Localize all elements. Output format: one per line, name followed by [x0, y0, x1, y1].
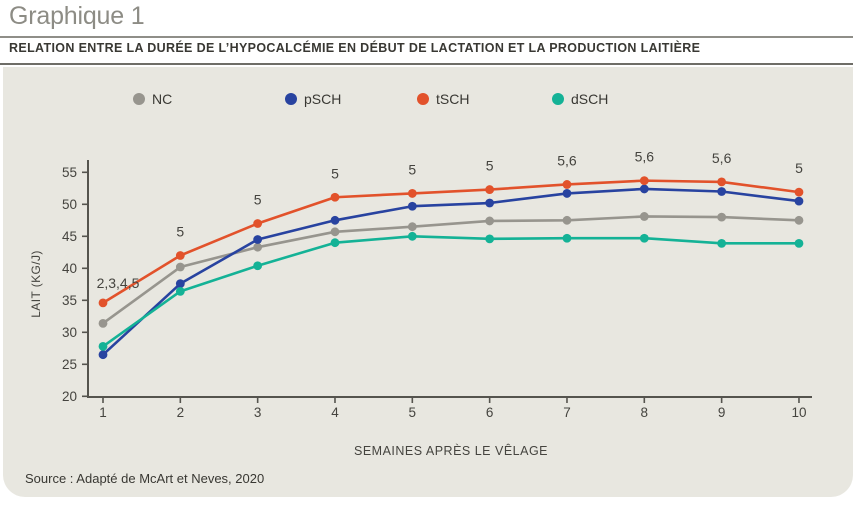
- data-point-nc: [794, 215, 804, 225]
- series-line-tsch: [102, 179, 800, 304]
- x-tick-label: 3: [254, 405, 262, 420]
- data-point-psch: [330, 215, 340, 225]
- y-tick-label: 25: [62, 357, 77, 372]
- data-point-dsch: [407, 231, 417, 241]
- y-tick-label: 55: [62, 165, 77, 180]
- data-point-tsch: [717, 177, 727, 187]
- data-point-psch: [407, 201, 417, 211]
- data-point-dsch: [175, 286, 185, 296]
- data-point-nc: [330, 227, 340, 237]
- page-title: Graphique 1: [9, 2, 145, 30]
- data-point-tsch: [407, 189, 417, 198]
- data-point-nc: [717, 212, 727, 222]
- data-point-nc: [485, 216, 495, 226]
- significance-annotation: 5: [254, 192, 262, 208]
- legend-label: NC: [152, 91, 173, 107]
- significance-annotation: 5: [795, 160, 803, 176]
- data-point-dsch: [330, 238, 340, 248]
- data-point-dsch: [485, 234, 495, 244]
- data-point-nc: [253, 242, 263, 252]
- data-point-dsch: [562, 233, 572, 243]
- data-point-tsch: [175, 251, 185, 260]
- x-tick-label: 1: [99, 405, 107, 420]
- data-point-psch: [639, 184, 649, 194]
- x-tick-label: 6: [486, 405, 494, 420]
- significance-annotation: 5: [408, 161, 416, 177]
- data-point-psch: [485, 198, 495, 208]
- data-point-psch: [253, 235, 263, 244]
- legend-item-nc: NC: [133, 91, 172, 107]
- x-tick-label: 8: [641, 405, 649, 420]
- data-point-dsch: [98, 341, 108, 351]
- x-tick-label: 7: [563, 405, 571, 420]
- data-point-nc: [639, 212, 649, 221]
- x-tick-label: 5: [409, 405, 417, 420]
- x-tick-label: 2: [177, 405, 185, 420]
- legend-dot-nc: [133, 93, 145, 105]
- significance-annotation: 2,3,4,5: [97, 275, 140, 291]
- subtitle-divider: [0, 63, 853, 65]
- data-point-dsch: [717, 238, 727, 248]
- legend-label: dSCH: [571, 91, 609, 107]
- data-point-nc: [98, 318, 108, 328]
- series-line-psch: [102, 187, 800, 356]
- data-point-psch: [562, 189, 572, 198]
- data-point-nc: [407, 222, 417, 232]
- data-point-nc: [562, 215, 572, 225]
- data-point-dsch: [639, 233, 649, 243]
- x-tick-label: 10: [791, 405, 806, 420]
- legend-dot-dsch: [552, 93, 564, 105]
- y-tick-label: 50: [62, 197, 77, 212]
- y-axis-title: LAIT (KG/J): [29, 250, 43, 318]
- legend-item-psch: pSCH: [285, 91, 341, 107]
- y-tick-label: 40: [62, 261, 77, 276]
- significance-annotation: 5,6: [635, 149, 655, 165]
- legend-label: tSCH: [436, 91, 470, 107]
- data-point-dsch: [253, 261, 263, 271]
- significance-annotation: 5: [176, 224, 184, 240]
- legend-item-tsch: tSCH: [417, 91, 469, 107]
- data-point-psch: [717, 187, 727, 196]
- x-axis-title: SEMAINES APRÈS LE VÊLAGE: [353, 444, 549, 458]
- x-tick-label: 4: [331, 405, 339, 420]
- significance-annotation: 5,6: [712, 150, 732, 166]
- y-tick-label: 35: [62, 293, 77, 308]
- data-point-dsch: [794, 238, 804, 248]
- legend-dot-tsch: [417, 93, 429, 105]
- y-tick-label: 45: [62, 229, 77, 244]
- chart-panel: NC pSCH tSCH dSCH 20 25 30 35 40 45 50 55 1 2 3 4 5 6 7 8 9…: [3, 67, 853, 497]
- data-point-tsch: [330, 192, 340, 202]
- source-note: Source : Adapté de McArt et Neves, 2020: [25, 471, 265, 486]
- data-point-tsch: [485, 185, 495, 194]
- y-tick-label: 20: [62, 389, 77, 404]
- x-tick-label: 9: [718, 405, 726, 420]
- data-point-psch: [794, 196, 804, 206]
- title-divider: [0, 36, 853, 38]
- data-point-tsch: [98, 298, 108, 308]
- legend-dot-psch: [285, 93, 297, 105]
- chart-subtitle: RELATION ENTRE LA DURÉE DE L’HYPOCALCÉMI…: [9, 41, 701, 55]
- data-point-tsch: [253, 219, 263, 228]
- data-point-tsch: [562, 180, 572, 189]
- data-point-psch: [175, 279, 185, 289]
- significance-annotation: 5,6: [557, 152, 577, 168]
- significance-annotation: 5: [331, 165, 339, 181]
- series-line-dsch: [102, 235, 799, 348]
- data-point-tsch: [794, 187, 804, 197]
- y-tick-label: 30: [62, 325, 77, 340]
- significance-annotation: 5: [486, 158, 494, 174]
- legend-label: pSCH: [304, 91, 342, 107]
- legend-item-dsch: dSCH: [552, 91, 608, 107]
- data-point-psch: [98, 350, 108, 360]
- series-line-nc: [102, 215, 800, 325]
- data-point-nc: [175, 262, 185, 272]
- data-point-tsch: [639, 176, 649, 186]
